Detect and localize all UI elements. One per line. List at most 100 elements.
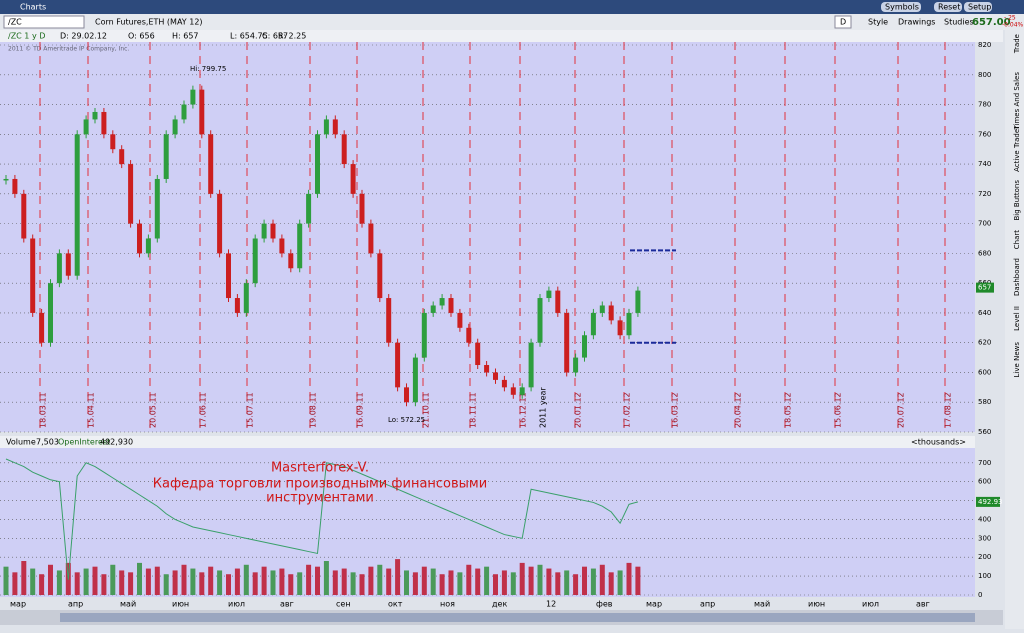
candle — [626, 312, 632, 336]
y-tick-label: 720 — [978, 190, 991, 198]
candle — [48, 283, 53, 343]
volume-bar — [270, 570, 276, 595]
volume-bar — [546, 568, 552, 595]
y-tick-label: 100 — [978, 572, 991, 580]
volume-bar — [377, 564, 383, 595]
candle — [457, 312, 463, 328]
annotation: Кафедра торговли производными финансовым… — [153, 477, 487, 492]
month-label: июл — [228, 600, 245, 609]
candle — [412, 357, 418, 403]
volume-bar — [599, 564, 605, 595]
volume-bar — [439, 574, 445, 595]
candle — [617, 320, 623, 336]
date-label: 18.05.12 — [784, 392, 793, 428]
header-item: D: 29.02.12 — [60, 32, 107, 41]
side-tab[interactable]: Dashboard — [1013, 258, 1021, 296]
scroll-thumb[interactable] — [60, 613, 975, 622]
period-button[interactable] — [834, 15, 852, 29]
candle — [181, 104, 187, 120]
volume-bar — [288, 574, 294, 595]
change-pct: -0.04% — [1002, 22, 1024, 29]
side-tab[interactable]: Active Trader — [1013, 126, 1021, 172]
volume-bar — [484, 566, 490, 595]
month-label: июн — [808, 600, 825, 609]
symbol-box[interactable] — [3, 15, 85, 29]
price-badge-label: 657 — [978, 284, 991, 292]
date-label: 15.06.12 — [834, 392, 843, 428]
style-button[interactable]: Style — [868, 18, 888, 27]
side-tab[interactable]: Chart — [1013, 230, 1021, 249]
candle — [341, 134, 347, 165]
candle — [315, 134, 320, 194]
studies-button[interactable]: Studies — [944, 18, 974, 27]
drawings-button[interactable]: Drawings — [898, 18, 935, 27]
candle — [226, 253, 231, 299]
side-tab[interactable]: Level II — [1013, 306, 1021, 331]
volume-bar — [617, 570, 623, 595]
candle — [208, 134, 214, 194]
y-tick-label: 780 — [978, 101, 991, 109]
period: D — [840, 18, 846, 27]
volume-bar — [101, 574, 107, 595]
volume-bar — [519, 562, 525, 595]
side-tab[interactable]: Trade — [1013, 34, 1021, 54]
description: Corn Futures,ETH (MAY 12) — [95, 18, 203, 27]
side-tab[interactable]: Big Buttons — [1013, 180, 1021, 221]
volume-bar — [234, 568, 240, 595]
date-label: 20.07.12 — [897, 392, 906, 428]
header-item: O: 656 — [128, 32, 155, 41]
candle — [190, 89, 196, 105]
volume-bar — [635, 566, 641, 595]
candle — [484, 365, 490, 373]
window-button[interactable] — [934, 2, 962, 12]
candle — [404, 387, 409, 403]
volume-bar — [243, 564, 249, 595]
y-tick-label: 700 — [978, 459, 991, 467]
volume-bar — [30, 568, 36, 595]
window-button[interactable] — [881, 2, 921, 12]
side-tab[interactable]: Times And Sales — [1013, 72, 1021, 131]
candle — [564, 312, 570, 373]
candle — [83, 119, 89, 135]
date-label: 17.08.12 — [944, 392, 953, 428]
side-tab[interactable]: Live News — [1013, 342, 1021, 378]
candle — [119, 149, 125, 165]
window-button[interactable] — [964, 2, 992, 12]
volume-bar — [83, 568, 89, 595]
window-button-label: Setup — [968, 3, 991, 12]
volume-header-item: Volume — [6, 438, 36, 447]
side-panel — [1005, 30, 1024, 629]
candle — [537, 298, 543, 343]
volume-bar — [226, 574, 231, 595]
volume-header-item: OpenInterest — [58, 438, 110, 447]
volume-bar — [590, 568, 596, 595]
price-panel — [0, 42, 975, 432]
y-tick-label: 680 — [978, 249, 991, 257]
volume-bar — [501, 570, 507, 595]
date-label: 17.02.12 — [623, 392, 632, 428]
candle — [12, 178, 18, 194]
header-item: C: 657 — [262, 32, 288, 41]
volume-header-item: 492,930 — [100, 438, 133, 447]
candle — [608, 305, 614, 321]
window-title: Charts — [20, 3, 46, 12]
candle — [573, 357, 579, 373]
header-item: H: 657 — [172, 32, 199, 41]
volume-bar — [145, 568, 151, 595]
volume-bar — [626, 562, 632, 595]
volume-bar — [306, 564, 312, 595]
candle — [377, 253, 383, 299]
volume-bar — [21, 561, 27, 595]
candle — [74, 134, 80, 276]
volume-bar — [493, 574, 498, 595]
volume-bar — [163, 574, 169, 595]
candle — [30, 238, 36, 313]
candle — [350, 164, 356, 194]
window-button-label: Symbols — [885, 3, 919, 12]
y-tick-label: 300 — [978, 534, 991, 542]
header-item: L: 654.75 — [230, 32, 268, 41]
volume-bar — [359, 574, 365, 595]
volume-bar — [119, 570, 125, 595]
volume-bar — [608, 572, 614, 595]
